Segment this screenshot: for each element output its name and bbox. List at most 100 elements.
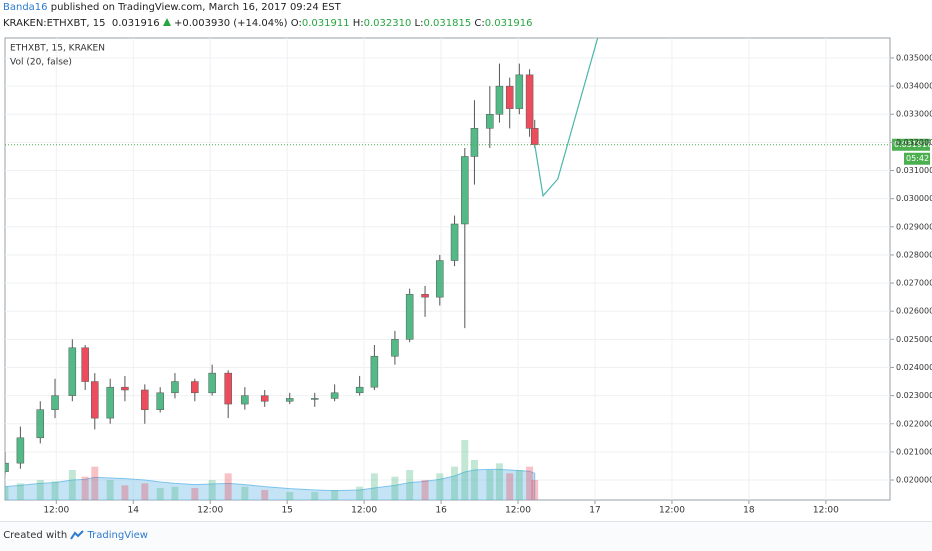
l-value: 0.031815 [423,18,472,29]
y-tick-label: 0.032000 [896,138,932,147]
o-value: 0.031911 [301,18,350,29]
candle-body [224,372,232,405]
candle-body [81,347,89,382]
x-tick-label: 17 [589,506,600,516]
y-tick-label: 0.030000 [896,194,932,203]
volume-bar [106,480,114,500]
candles [5,38,599,475]
volume-bar [208,480,216,500]
y-tick-label: 0.026000 [896,307,932,316]
o-label: O: [290,18,302,29]
candle-body [330,392,339,399]
candle-body [141,389,149,410]
volume-bar [451,466,459,500]
candle-body [191,381,199,394]
candle-body [285,398,294,402]
volume-bar [16,483,24,500]
x-tick-label: 18 [743,506,755,516]
last-price-box [892,138,930,151]
volume-bar [495,463,503,500]
volume-bar [526,466,534,500]
c-label: C: [474,18,485,29]
plot-frame [4,37,891,501]
y-tick-label: 0.025000 [896,335,932,344]
volume-bar [406,470,414,500]
volume-bar [156,488,164,500]
x-tick-label: 12:00 [813,506,839,516]
volume-bar [5,486,9,500]
x-tick-label: 14 [128,506,140,516]
x-tick-label: 12:00 [197,506,223,516]
volume-bar [121,485,129,500]
volume-bar [51,481,59,500]
l-label: L: [414,18,424,29]
change: +0.003930 (+14.04%) [173,18,288,29]
volume-bar [421,480,429,500]
up-arrow [162,18,171,26]
y-tick-label: 0.024000 [896,363,932,372]
y-tick-label: 0.027000 [896,279,932,288]
candle-body [530,128,539,145]
volume-bar [470,460,478,500]
candle-body [486,113,494,129]
candle-body [260,395,269,402]
y-tick-label: 0.020000 [896,476,932,485]
candle-body [106,386,114,419]
volume-bar [141,483,149,500]
candle-body [121,386,129,391]
header-line-1: Banda16 published on TradingView.com, Ma… [3,0,928,16]
candle-body [51,395,59,410]
volume-bar [224,473,232,500]
y-tick-label: 0.029000 [896,222,932,231]
candle-body [91,381,99,419]
candle-body [525,74,534,129]
y-tick-label: 0.035000 [896,53,932,62]
y-tick-label: 0.028000 [896,250,932,259]
volume-bar [331,490,339,500]
author-link[interactable]: Banda16 [3,2,48,13]
volume-ma-area [5,468,536,500]
volume-bar [311,492,319,500]
volume-bar [370,473,378,500]
candle-body [515,74,524,109]
candle-body [495,85,504,115]
candle-body [405,294,414,340]
brand[interactable]: TradingView [87,530,148,541]
published: published on TradingView.com, March 16, … [50,2,341,13]
candle-body [208,372,216,394]
volume-bar [391,476,399,500]
candle-body [355,386,364,394]
volume-bar [68,470,76,500]
overlay: 0.031916 05:42 [5,138,932,165]
countdown-box [904,152,930,165]
volume-bar [36,480,44,500]
x-tick-label: 12:00 [659,506,685,516]
volume-bar [171,486,179,500]
c-value: 0.031916 [484,18,533,29]
symbol: KRAKEN:ETHXBT, 15 [3,18,106,29]
volume-bar [241,486,249,500]
candle-body [68,347,77,396]
grid [5,38,890,500]
x-tick-label: 15 [281,506,292,516]
candle-body [470,128,479,157]
y-tick-label: 0.033000 [896,110,932,119]
candle-body [436,260,444,298]
h-label: H: [352,18,364,29]
x-tick-label: 12:00 [351,506,377,516]
candle-body [241,395,249,405]
brand-icon [70,530,85,540]
candle-body [505,85,514,109]
volume-bar [91,466,99,500]
volume-bar [486,470,494,500]
volume-bar [81,476,89,500]
volume-bar [191,488,199,500]
candle-body [391,339,399,357]
volume-bar [461,440,469,500]
h-value: 0.032310 [363,18,412,29]
volume-bar [286,492,294,500]
countdown: 05:42 [906,154,929,163]
candle-body [450,223,459,261]
created-with: Created with [3,530,68,541]
